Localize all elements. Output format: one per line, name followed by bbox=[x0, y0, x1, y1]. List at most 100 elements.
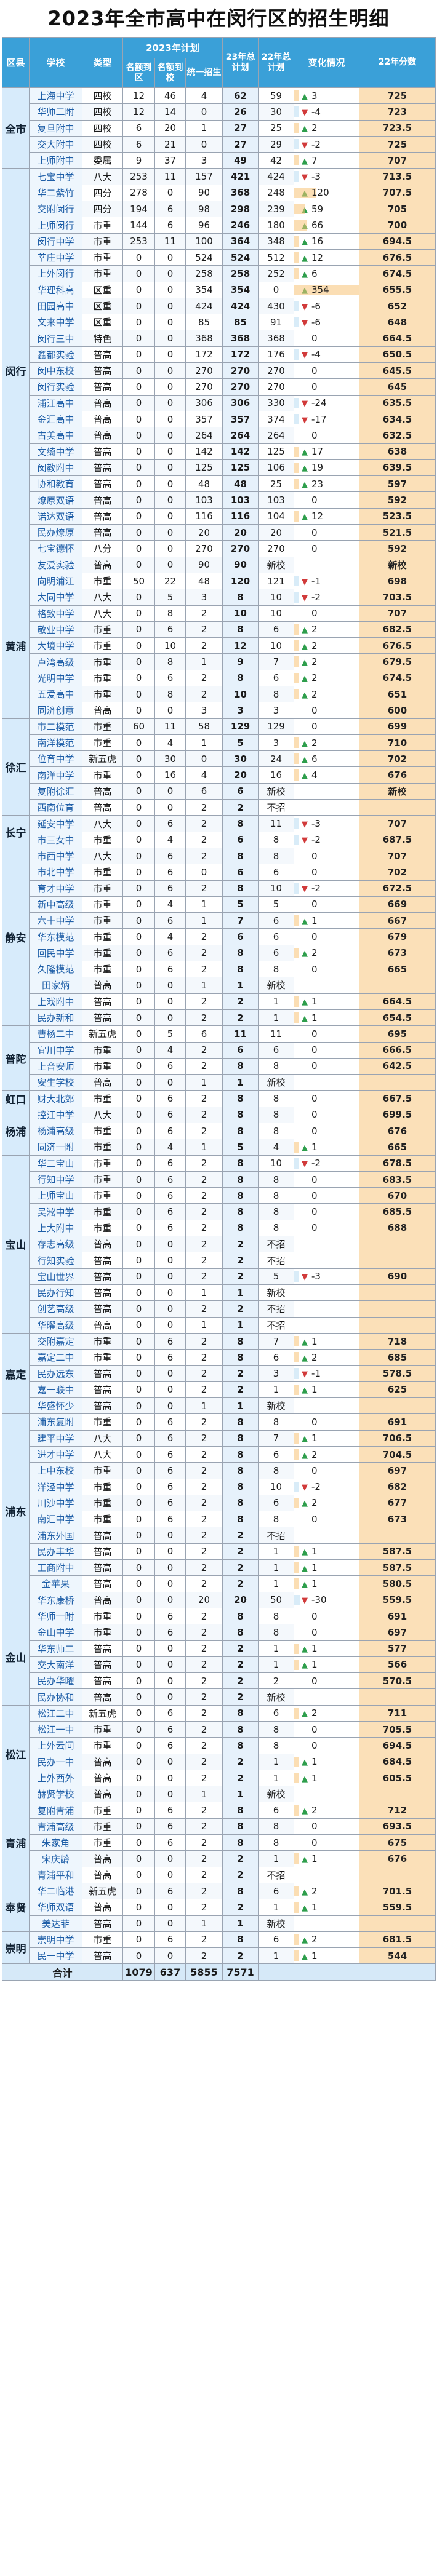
score-22-value: 674.5 bbox=[359, 669, 436, 686]
total-23-value: 103 bbox=[222, 491, 259, 509]
quota-district-value: 0 bbox=[122, 1332, 155, 1350]
total-22-value: 11 bbox=[258, 1025, 294, 1043]
school-type: 普高 bbox=[82, 459, 123, 477]
total-23-value: 306 bbox=[222, 394, 259, 411]
unified-value: 6 bbox=[185, 1025, 223, 1043]
school-name: 六十中学 bbox=[29, 912, 82, 929]
quota-school-value: 6 bbox=[154, 1219, 186, 1237]
table-row: 七宝德怀 八分 0 0 270 270 270 0 592 bbox=[2, 540, 436, 557]
total-22-value: 1 bbox=[258, 1559, 294, 1576]
total-23-value: 27 bbox=[222, 119, 259, 137]
school-name: 向明浦江 bbox=[29, 572, 82, 590]
score-22-value: 587.5 bbox=[359, 1559, 436, 1576]
change-value: 2 bbox=[311, 656, 318, 668]
change-bar bbox=[294, 996, 300, 1007]
school-type: 市重 bbox=[82, 880, 123, 897]
school-type: 市重 bbox=[82, 718, 123, 735]
change-value: -2 bbox=[311, 591, 321, 603]
change-value: 66 bbox=[311, 220, 324, 231]
down-arrow-icon: ▼ bbox=[302, 1483, 308, 1493]
total-23-value: 2 bbox=[222, 1688, 259, 1706]
change-value: 0 bbox=[311, 1093, 318, 1105]
total-22-value: 6 bbox=[258, 669, 294, 686]
change-cell: ▲ 2 bbox=[294, 1704, 359, 1722]
change-cell: 0 bbox=[294, 1219, 359, 1237]
down-arrow-icon: ▼ bbox=[302, 1370, 308, 1380]
score-22-value: 672.5 bbox=[359, 880, 436, 897]
change-value: 0 bbox=[311, 381, 318, 392]
total-23-value: 11 bbox=[222, 1025, 259, 1043]
table-row: 青浦平和 普高 0 0 2 2 不招 bbox=[2, 1866, 436, 1883]
total-23-value: 12 bbox=[222, 637, 259, 654]
total-22-value: 24 bbox=[258, 750, 294, 768]
change-bar bbox=[294, 300, 300, 312]
unified-value: 2 bbox=[185, 1850, 223, 1867]
unified-value: 0 bbox=[185, 103, 223, 121]
change-value: 0 bbox=[311, 1028, 318, 1040]
unified-value: 2 bbox=[185, 961, 223, 978]
total-quota-district: 1079 bbox=[122, 1963, 155, 1981]
change-value: 0 bbox=[311, 1125, 318, 1137]
total-23-value: 2 bbox=[222, 1543, 259, 1560]
total-22-value: 6 bbox=[258, 1494, 294, 1512]
school-type: 四校 bbox=[82, 135, 123, 153]
unified-value: 2 bbox=[185, 1931, 223, 1949]
change-value: 2 bbox=[311, 737, 318, 749]
change-value: 0 bbox=[311, 1675, 318, 1687]
quota-school-value: 20 bbox=[154, 119, 186, 137]
total-23-value: 2 bbox=[222, 1672, 259, 1690]
change-cell: 0 bbox=[294, 378, 359, 396]
quota-school-value: 0 bbox=[154, 1074, 186, 1091]
school-name: 市北中学 bbox=[29, 864, 82, 881]
quota-school-value: 0 bbox=[154, 475, 186, 493]
unified-value: 48 bbox=[185, 572, 223, 590]
change-value: -4 bbox=[311, 106, 321, 117]
table-row: 友爱实验 普高 0 0 90 90 新校 新校 bbox=[2, 556, 436, 573]
total-23-value: 2 bbox=[222, 1753, 259, 1770]
quota-school-value: 11 bbox=[154, 233, 186, 250]
quota-district-value: 0 bbox=[122, 1445, 155, 1463]
table-row: 杨浦 控江中学 八大 0 6 2 8 8 0 699.5 bbox=[2, 1106, 436, 1156]
change-value: 2 bbox=[311, 1934, 318, 1946]
change-cell: ▲ 1 bbox=[294, 912, 359, 929]
quota-district-value: 6 bbox=[122, 135, 155, 153]
change-value: 0 bbox=[311, 1723, 318, 1735]
quota-district-value: 0 bbox=[122, 1899, 155, 1916]
table-row: 民办行知 普高 0 0 1 1 新校 bbox=[2, 1284, 436, 1302]
header-change: 变化情况 bbox=[294, 37, 359, 88]
quota-school-value: 6 bbox=[154, 1155, 186, 1172]
quota-district-value: 0 bbox=[122, 1381, 155, 1399]
score-22-value: 710 bbox=[359, 734, 436, 752]
change-cell: 0 bbox=[294, 427, 359, 444]
score-22-value: 665 bbox=[359, 961, 436, 978]
change-value: -6 bbox=[311, 316, 321, 328]
school-name: 文来中学 bbox=[29, 314, 82, 331]
table-row: 民办丰华 普高 0 0 2 2 1 ▲ 1 587.5 bbox=[2, 1543, 436, 1560]
score-22-value: 684.5 bbox=[359, 1753, 436, 1770]
table-row: 嘉定二中 市重 0 6 2 8 6 ▲ 2 685 bbox=[2, 1349, 436, 1366]
school-name: 南洋中学 bbox=[29, 766, 82, 784]
unified-value: 368 bbox=[185, 330, 223, 347]
change-cell bbox=[294, 556, 359, 573]
quota-school-value: 6 bbox=[154, 1624, 186, 1641]
school-name: 市二模范 bbox=[29, 718, 82, 735]
total-22-value: 25 bbox=[258, 119, 294, 137]
score-22-value: 694.5 bbox=[359, 1737, 436, 1754]
school-name: 松江二中 bbox=[29, 1704, 82, 1722]
change-bar bbox=[294, 688, 300, 700]
quota-school-value: 0 bbox=[154, 782, 186, 800]
down-arrow-icon: ▼ bbox=[302, 1596, 308, 1606]
unified-value: 2 bbox=[185, 1899, 223, 1916]
quota-school-value: 0 bbox=[154, 993, 186, 1010]
score-22-value: 691 bbox=[359, 1413, 436, 1431]
quota-district-value: 0 bbox=[122, 1365, 155, 1382]
change-cell: 0 bbox=[294, 540, 359, 557]
change-bar bbox=[294, 90, 300, 101]
district-cell: 奉贤 bbox=[2, 1882, 30, 1932]
total-23-value: 524 bbox=[222, 248, 259, 266]
quota-school-value: 0 bbox=[154, 1769, 186, 1787]
unified-value: 2 bbox=[185, 1413, 223, 1431]
quota-school-value: 0 bbox=[154, 330, 186, 347]
school-name: 同济一附 bbox=[29, 1139, 82, 1156]
unified-value: 2 bbox=[185, 621, 223, 638]
